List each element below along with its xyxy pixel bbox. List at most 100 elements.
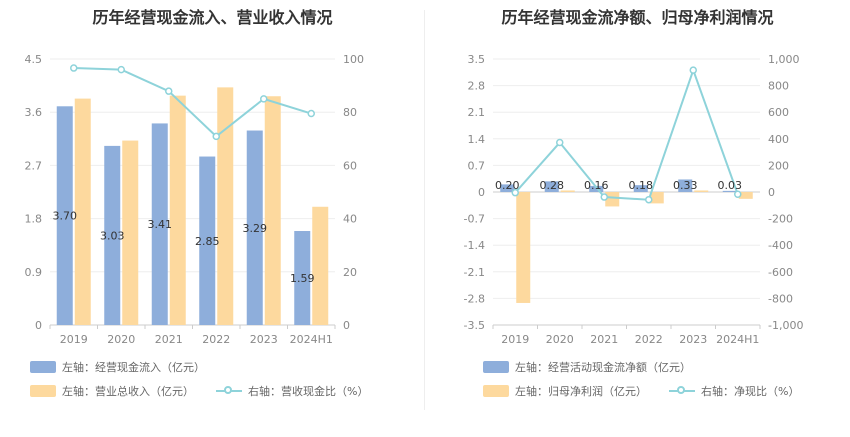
legend-swatch	[483, 361, 509, 373]
x-tick-label: 2019	[60, 333, 88, 346]
x-tick-label: 2021	[590, 333, 618, 346]
right-tick-label: 80	[343, 106, 357, 119]
ratio-point	[165, 87, 173, 95]
bar-primary	[633, 185, 648, 192]
legend-swatch	[30, 385, 56, 397]
x-tick-label: 2019	[501, 333, 529, 346]
bar-primary	[589, 185, 604, 192]
right-tick-label: 20	[343, 266, 357, 279]
left-tick-label: 1.4	[468, 133, 486, 146]
x-tick-label: 2023	[679, 333, 707, 346]
left-tick-label: 2.1	[468, 106, 486, 119]
bar-primary	[199, 156, 216, 325]
right-tick-label: 0	[768, 186, 775, 199]
ratio-point	[689, 66, 697, 74]
bar-data-label: 3.41	[148, 218, 173, 231]
ratio-point	[734, 190, 742, 199]
bar-secondary	[605, 192, 620, 207]
right-tick-label: 400	[768, 133, 789, 146]
ratio-point	[117, 65, 125, 74]
chart-canvas: 0 0 0.9 20 1.8 40 2.7 60 3.6 80 4.5 100 2019 2020 2021…	[25, 53, 365, 346]
x-tick-label: 2022	[202, 333, 230, 346]
right-tick-label: -1,000	[768, 319, 803, 332]
left-tick-label: -1.4	[464, 239, 485, 252]
right-tick-label: 0	[343, 319, 350, 332]
legend-label: 左轴：营业总收入（亿元）	[62, 385, 194, 398]
chart-panel-net-cash: 历年经营现金流净额、归母净利润情况 -3.5 -1,000 -2.8 -800 -2.1…	[425, 0, 850, 437]
left-tick-label: 0.7	[468, 159, 486, 172]
bar-primary	[544, 181, 559, 192]
x-tick-label: 2020	[107, 333, 135, 346]
bar-secondary	[217, 87, 234, 325]
chart-title: 历年经营现金流净额、归母净利润情况	[501, 8, 774, 27]
bar-data-label: 3.70	[53, 210, 78, 223]
x-tick-label: 2024H1	[290, 333, 333, 346]
legend-swatch	[483, 385, 509, 397]
right-tick-label: 40	[343, 213, 357, 226]
legend-label: 左轴：经营活动现金流净额（亿元）	[515, 361, 691, 374]
ratio-point	[645, 195, 653, 204]
bar-primary	[500, 184, 515, 192]
ratio-line	[73, 67, 312, 138]
legend-line-icon	[669, 385, 695, 397]
left-tick-label: -2.8	[464, 292, 485, 305]
bar-primary	[151, 123, 168, 325]
left-tick-label: 1.8	[25, 213, 43, 226]
bar-secondary	[516, 192, 531, 303]
ratio-point	[307, 109, 315, 118]
bar-data-label: 0.18	[629, 179, 654, 192]
legend-item-cash-ratio[interactable]: 右轴：营收现金比（%）	[216, 383, 368, 399]
bar-secondary	[560, 190, 575, 192]
bar-secondary	[694, 190, 709, 192]
bar-primary	[56, 106, 73, 326]
left-tick-label: 4.5	[25, 53, 43, 66]
x-tick-label: 2024H1	[716, 333, 759, 346]
legend-line-icon	[216, 385, 242, 397]
bar-data-label: 0.03	[718, 179, 743, 192]
legend-label: 左轴：经营现金流入（亿元）	[62, 361, 205, 374]
legend-item-net-cash[interactable]: 左轴：经营活动现金流净额（亿元）	[483, 359, 691, 375]
right-tick-label: 1,000	[768, 53, 800, 66]
x-tick-label: 2022	[635, 333, 663, 346]
bar-data-label: 3.03	[100, 229, 125, 242]
bar-secondary	[312, 206, 329, 325]
legend-label: 右轴：净现比（%）	[701, 385, 800, 398]
right-tick-label: -600	[768, 266, 793, 279]
right-tick-label: -400	[768, 239, 793, 252]
legend-item-revenue[interactable]: 左轴：营业总收入（亿元）	[30, 383, 194, 399]
ratio-point	[70, 64, 78, 72]
legend-item-cash-inflow[interactable]: 左轴：经营现金流入（亿元）	[30, 359, 205, 375]
right-tick-label: 60	[343, 159, 357, 172]
bar-primary	[246, 130, 263, 325]
left-tick-label: 2.7	[25, 159, 43, 172]
x-tick-label: 2020	[546, 333, 574, 346]
bar-data-label: 0.20	[495, 179, 520, 192]
ratio-point	[600, 193, 608, 201]
legend-item-net-cash-ratio[interactable]: 右轴：净现比（%）	[669, 383, 799, 399]
left-tick-label: 0.9	[25, 266, 43, 279]
bar-primary	[678, 179, 693, 192]
bar-data-label: 1.59	[290, 272, 315, 285]
right-tick-label: 100	[343, 53, 364, 66]
x-tick-label: 2021	[155, 333, 183, 346]
x-tick-label: 2023	[250, 333, 278, 346]
legend: 左轴：经营现金流入（亿元） 左轴：营业总收入（亿元） 右轴：营收现金比（%）	[30, 355, 420, 403]
legend-swatch	[30, 361, 56, 373]
ratio-point	[511, 188, 519, 197]
right-tick-label: 800	[768, 80, 789, 93]
right-tick-label: 600	[768, 106, 789, 119]
bar-secondary	[169, 95, 186, 325]
left-tick-label: 0	[478, 186, 485, 199]
bar-secondary	[264, 96, 281, 326]
legend-item-net-profit[interactable]: 左轴：归母净利润（亿元）	[483, 383, 647, 399]
ratio-point	[556, 138, 564, 147]
left-tick-label: -3.5	[464, 319, 485, 332]
left-tick-label: 2.8	[468, 80, 486, 93]
legend-label: 右轴：营收现金比（%）	[248, 385, 369, 398]
ratio-point	[212, 132, 220, 141]
chart-canvas: -3.5 -1,000 -2.8 -800 -2.1 -600 -1.4 -400 -0.7 -2…	[464, 53, 804, 346]
right-tick-label: -200	[768, 213, 793, 226]
right-tick-label: -800	[768, 292, 793, 305]
left-tick-label: 3.5	[468, 53, 486, 66]
bar-data-label: 0.33	[673, 179, 698, 192]
